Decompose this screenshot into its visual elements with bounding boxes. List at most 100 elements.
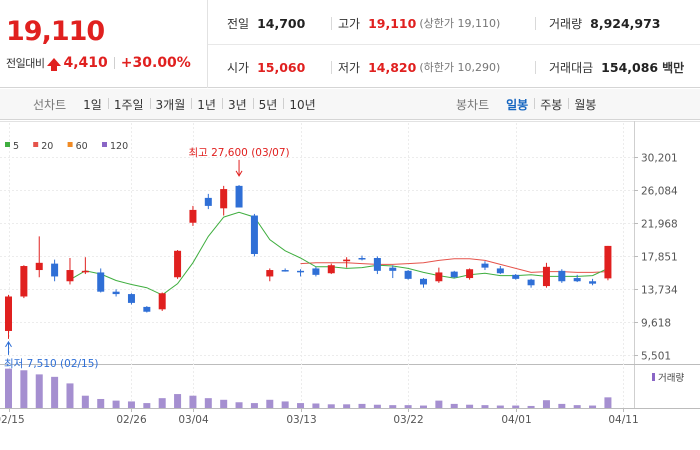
volume-bar [81,395,89,408]
volume-bar [589,405,597,408]
candle-body [158,293,166,310]
volume-bar [297,403,305,408]
candle-body [373,258,381,271]
volume-bar [527,405,535,408]
candle-body [450,271,458,278]
period-5y[interactable]: 5년 [252,96,284,113]
stat-divider [535,17,536,30]
legend-swatch [102,142,107,147]
change-amount: 4,410 [63,55,108,71]
low-annotation-label: 최저 7,510 (02/15) [4,358,99,370]
stat-high: 고가 19,110 (상한가 19,110) [338,15,500,31]
volume-bar [189,395,197,408]
y-tick-label: 21,968 [641,219,678,231]
candle-body [604,245,612,279]
period-3y[interactable]: 3년 [221,96,253,113]
candle-body [512,274,520,279]
candle-body [97,272,105,292]
candle-body [66,270,74,282]
stock-chart[interactable]: 30,201 26,084 21,968 17,851 13,734 9,618 5,501… [0,121,700,450]
legend-swatch [5,142,10,147]
candle-body [343,259,351,262]
candlestick-chart: 30,201 26,084 21,968 17,851 13,734 9,618 5,501… [0,121,700,426]
period-3m[interactable]: 3개월 [149,96,192,113]
legend-label: 20 [41,141,53,152]
legend-label: 5 [13,141,19,152]
volume-bar [358,403,366,408]
period-10y[interactable]: 10년 [283,96,321,113]
line-chart-title: 선차트 [33,97,67,112]
y-tick-label: 17,851 [641,252,678,264]
change-row: 전일대비 4,410 +30.00% [6,54,191,72]
legend-label: 60 [76,141,88,152]
candle-body [589,281,597,284]
candle-body [435,272,443,282]
stat-value: 14,820 [368,59,417,75]
x-tick-label: 02/15 [0,414,25,426]
candle-body [558,270,566,282]
volume-bar [373,404,381,408]
candle-body [297,270,305,273]
period-1y[interactable]: 1년 [191,96,222,113]
candle-body [404,270,412,279]
volume-legend-label: 거래량 [658,372,684,384]
volume-bar [327,404,335,408]
stat-value: 14,700 [257,15,306,31]
stat-sub: (상한가 19,110) [419,17,501,30]
candle-body [481,263,489,268]
candle-body [51,263,59,277]
volume-bar [204,398,212,408]
low-annotation-arrowhead [5,340,12,348]
stat-label: 고가 [338,16,361,31]
stat-label: 저가 [338,60,361,75]
stat-volume: 거래량 8,924,973 [549,15,661,31]
volume-bar [558,403,566,408]
y-tick-label: 5,501 [641,351,671,363]
volume-bar [250,403,258,408]
volume-bar [51,376,59,408]
candle-body [174,250,182,278]
volume-bar [112,400,120,408]
volume-bar [97,398,105,408]
stat-sub: (하한가 10,290) [419,61,501,74]
period-1w[interactable]: 1주일 [107,96,150,113]
volume-bar [312,403,320,408]
volume-bar [343,404,351,408]
candle-body [189,209,197,223]
candle-body [127,294,135,303]
candle-weekly[interactable]: 주봉 [534,96,568,113]
quote-panel: 19,110 전일대비 4,410 +30.00% 전일 14,700 고가 1… [0,0,700,88]
candle-body [81,270,89,273]
volume-bar [435,400,443,408]
stat-amount: 거래대금 154,086 백만 [549,59,684,75]
volume-bar [604,397,612,408]
volume-bar [450,403,458,408]
candle-body [496,268,504,274]
high-annotation-label: 최고 27,600 (03/07) [188,147,289,159]
stat-divider [331,61,332,74]
volume-bar [35,374,43,408]
candle-daily[interactable]: 일봉 [506,97,529,112]
candle-chart-periods: 봉차트 일봉 주봉 월봉 [456,89,602,119]
period-1d[interactable]: 1일 [83,97,102,112]
stat-value: 15,060 [257,59,306,75]
volume-bar [389,405,397,408]
stat-open: 시가 15,060 [227,59,305,75]
y-tick-label: 30,201 [641,153,678,165]
stat-label: 시가 [227,60,250,75]
candle-body [143,306,151,312]
volume-bar [266,399,274,408]
candle-body [327,265,335,274]
volume-bar [466,404,474,408]
volume-bar [143,403,151,408]
volume-bar [496,405,504,408]
stat-value: 19,110 [368,15,417,31]
candle-chart-title: 봉차트 [456,97,490,112]
candle-body [419,278,427,285]
stat-prev-close: 전일 14,700 [227,15,305,31]
stat-divider [331,17,332,30]
stat-low: 저가 14,820 (하한가 10,290) [338,59,500,75]
volume-bar [573,405,581,408]
ma5-line [69,211,609,296]
candle-monthly[interactable]: 월봉 [568,96,602,113]
